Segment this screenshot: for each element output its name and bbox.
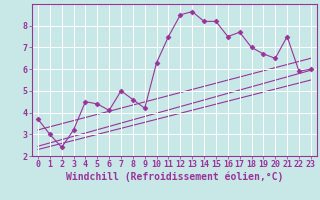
X-axis label: Windchill (Refroidissement éolien,°C): Windchill (Refroidissement éolien,°C) — [66, 172, 283, 182]
